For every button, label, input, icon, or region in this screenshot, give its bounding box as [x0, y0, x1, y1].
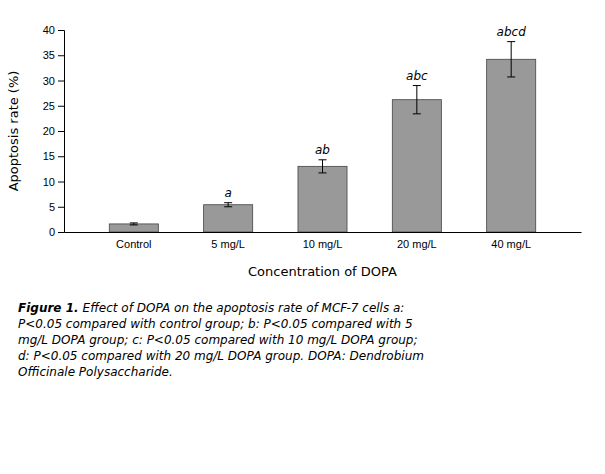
error-bar-cap — [413, 85, 421, 86]
error-bar — [224, 203, 232, 207]
x-tick: 20 mg/L — [397, 238, 437, 250]
error-bar — [507, 42, 515, 77]
x-tick: 5 mg/L — [211, 238, 245, 250]
y-tick: 15 — [43, 150, 64, 162]
error-bar — [319, 160, 327, 173]
annotation: ab — [315, 143, 330, 157]
error-bar-stem — [511, 42, 512, 77]
y-tick: 40 — [43, 24, 64, 36]
caption-line: Figure 1. Effect of DOPA on the apoptosis… — [18, 301, 404, 315]
y-tick: 25 — [43, 100, 64, 112]
y-axis-line — [58, 31, 65, 233]
y-tick: 35 — [43, 49, 64, 61]
caption-text: Effect of DOPA on the apoptosis rate of … — [83, 301, 405, 315]
bar — [109, 224, 158, 232]
y-tick-label: 30 — [43, 75, 55, 87]
plot-area — [109, 42, 535, 232]
bar — [298, 166, 347, 232]
y-tick: 30 — [43, 75, 64, 87]
error-bar — [413, 86, 421, 114]
y-tick-label: 0 — [49, 226, 55, 238]
x-axis: Control 5 mg/L 10 mg/L 20 mg/L 40 mg/L — [65, 233, 582, 250]
error-bar — [130, 223, 138, 225]
annotation: abc — [406, 69, 428, 83]
y-tick-label: 5 — [49, 201, 55, 213]
x-tick-label: 40 mg/L — [491, 238, 531, 250]
y-tick-mark — [58, 182, 64, 183]
x-axis-title: Concentration of DOPA — [248, 264, 397, 279]
error-bar-cap — [224, 202, 232, 203]
y-tick-mark — [58, 156, 64, 157]
y-axis-title: Apoptosis rate (%) — [6, 71, 21, 192]
y-tick-mark — [58, 30, 64, 31]
error-bar-stem — [228, 203, 229, 207]
error-bar-stem — [416, 86, 417, 114]
caption-line: Officinale Polysaccharide. — [18, 365, 173, 379]
error-bar-cap — [413, 113, 421, 114]
bar — [392, 100, 441, 232]
y-tick: 5 — [49, 201, 64, 213]
x-axis-line — [65, 232, 582, 233]
y-axis: 0 5 10 15 20 25 30 35 40 — [43, 24, 65, 238]
bar — [204, 205, 253, 232]
y-tick-mark — [58, 131, 64, 132]
error-bar-cap — [319, 159, 327, 160]
caption: Figure 1. Effect of DOPA on the apoptosis… — [18, 301, 424, 379]
chart: 0 5 10 15 20 25 30 35 40 Control 5 mg/L 10 mg/L 20 m… — [0, 0, 605, 474]
caption-line: d: P<0.05 compared with 20 mg/L DOPA gro… — [18, 349, 424, 363]
error-bar-cap — [319, 172, 327, 173]
x-tick-label: 20 mg/L — [397, 238, 437, 250]
error-bar-cap — [507, 41, 515, 42]
y-tick-mark — [58, 207, 64, 208]
y-tick-mark — [58, 81, 64, 82]
annotation: a — [224, 186, 231, 200]
y-tick-label: 25 — [43, 100, 55, 112]
y-tick: 10 — [43, 176, 64, 188]
bar — [487, 59, 536, 232]
error-bar-cap — [130, 222, 138, 223]
caption-label: Figure 1. — [18, 301, 79, 315]
y-tick-label: 40 — [43, 24, 55, 36]
x-tick-label: Control — [116, 238, 151, 250]
caption-line: P<0.05 compared with control group; b: P… — [18, 317, 413, 331]
y-tick: 20 — [43, 125, 64, 137]
error-bar-cap — [130, 224, 138, 225]
x-tick: 10 mg/L — [303, 238, 343, 250]
y-tick-label: 10 — [43, 176, 55, 188]
x-tick: Control — [116, 238, 151, 250]
y-tick: 0 — [49, 226, 64, 238]
x-tick-label: 10 mg/L — [303, 238, 343, 250]
y-tick-label: 20 — [43, 125, 55, 137]
y-tick-mark — [58, 232, 64, 233]
error-bar-stem — [322, 160, 323, 173]
error-bar-cap — [224, 206, 232, 207]
y-tick-label: 15 — [43, 150, 55, 162]
y-tick-mark — [58, 55, 64, 56]
caption-line: mg/L DOPA group; c: P<0.05 compared with… — [18, 333, 418, 347]
x-tick-label: 5 mg/L — [211, 238, 245, 250]
x-tick: 40 mg/L — [491, 238, 531, 250]
error-bar-cap — [507, 76, 515, 77]
y-tick-mark — [58, 106, 64, 107]
y-tick-label: 35 — [43, 49, 55, 61]
annotation: abcd — [497, 25, 527, 39]
